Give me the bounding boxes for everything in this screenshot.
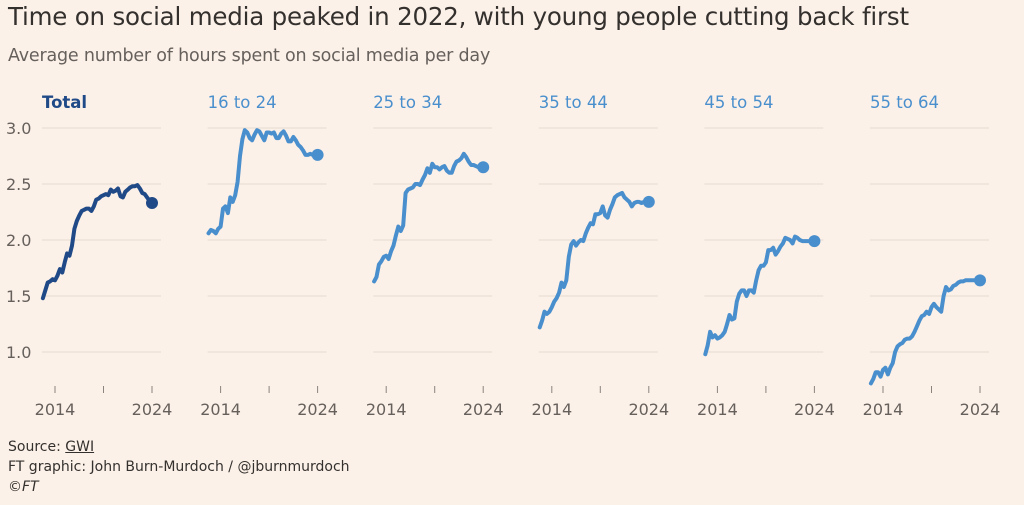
y-tick-label: 1.5 (6, 287, 31, 306)
copyright: ©FT (8, 479, 39, 495)
end-point-marker (311, 148, 324, 161)
x-tick-label: 2014 (200, 400, 241, 419)
y-tick-label: 2.0 (6, 231, 31, 250)
chart-subtitle: Average number of hours spent on social … (8, 46, 491, 66)
panel-title: 35 to 44 (539, 93, 608, 112)
series-line-total (40, 183, 154, 301)
source-link[interactable]: GWI (65, 439, 95, 455)
source-line: Source: GWI (8, 437, 350, 457)
x-tick-label: 2024 (297, 400, 338, 419)
x-tick-label: 2024 (463, 400, 504, 419)
credit-line: FT graphic: John Burn-Murdoch / @jburnmu… (8, 459, 350, 475)
y-tick-label: 2.5 (6, 175, 31, 194)
end-point-marker (146, 197, 158, 210)
chart-title: Time on social media peaked in 2022, wit… (8, 2, 909, 31)
y-tick-label: 3.0 (6, 119, 31, 138)
panel-title: 45 to 54 (704, 93, 773, 112)
panel-title: 16 to 24 (208, 93, 277, 112)
end-point-marker (642, 195, 655, 208)
panel-title: 55 to 64 (870, 93, 939, 112)
footer: Source: GWI FT graphic: John Burn-Murdoc… (8, 437, 350, 497)
x-tick-label: 2014 (697, 400, 738, 419)
series-line-25-to-34 (372, 151, 486, 284)
x-tick-label: 2014 (35, 400, 76, 419)
series-line-55-to-64 (868, 278, 982, 386)
end-point-marker (974, 274, 986, 287)
x-tick-label: 2024 (132, 400, 173, 419)
series-line-16-to-24 (206, 128, 320, 236)
series-line-35-to-44 (537, 191, 651, 330)
x-tick-label: 2024 (628, 400, 669, 419)
panel-title: Total (42, 93, 87, 112)
end-point-marker (808, 235, 821, 248)
x-tick-label: 2024 (960, 400, 1001, 419)
x-tick-label: 2014 (366, 400, 407, 419)
series-line-45-to-54 (703, 234, 817, 357)
x-tick-label: 2014 (531, 400, 572, 419)
y-tick-label: 1.0 (6, 343, 31, 362)
x-tick-label: 2014 (863, 400, 904, 419)
end-point-marker (477, 161, 490, 174)
panel-title: 25 to 34 (373, 93, 442, 112)
source-label: Source: (8, 439, 66, 455)
x-tick-label: 2024 (794, 400, 835, 419)
small-multiples-chart: Total 1.0 1.5 2.0 2.5 3.0 2014 2024 16 to 24 2014… (6, 93, 1001, 419)
